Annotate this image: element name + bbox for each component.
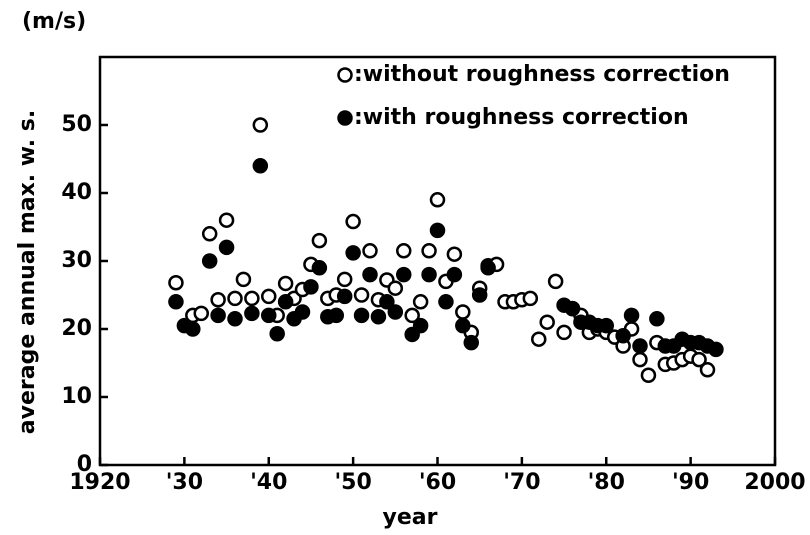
data-point: [168, 294, 184, 310]
x-tick-label: '40: [250, 470, 287, 495]
data-point: [261, 288, 277, 305]
data-point: [699, 362, 716, 378]
y-tick-label: 30: [61, 248, 92, 273]
data-point: [379, 294, 395, 310]
data-point: [244, 290, 260, 307]
legend-label: :with roughness correction: [354, 105, 689, 130]
x-axis-label: year: [383, 505, 438, 530]
data-point: [235, 271, 252, 288]
data-point: [455, 304, 471, 320]
data-point: [227, 311, 243, 327]
data-point: [311, 260, 328, 276]
x-tick-label: '50: [334, 470, 371, 495]
data-point: [531, 331, 547, 347]
x-tick-label: '70: [503, 470, 540, 495]
data-point: [362, 243, 378, 259]
data-point: [252, 117, 269, 133]
data-point: [277, 275, 294, 292]
data-point: [623, 307, 640, 324]
data-point: [547, 273, 564, 290]
data-point: [353, 307, 370, 324]
data-point: [438, 294, 454, 310]
x-tick-label: '30: [166, 470, 203, 495]
data-point: [396, 266, 412, 283]
data-point: [640, 367, 657, 383]
data-point: [691, 351, 707, 368]
data-point: [294, 304, 311, 320]
data-point: [539, 314, 555, 330]
x-tick-label: 2000: [744, 470, 805, 495]
data-point: [429, 222, 446, 239]
data-point: [277, 294, 294, 310]
y-tick-label: 0: [77, 452, 92, 477]
data-point: [218, 239, 235, 256]
legend-label: :without roughness correction: [354, 62, 730, 87]
data-point: [185, 321, 201, 337]
y-tick-label: 50: [61, 112, 92, 137]
data-point: [311, 232, 328, 249]
data-point: [412, 294, 429, 310]
data-point: [412, 317, 429, 334]
data-point: [353, 287, 370, 303]
data-point: [522, 290, 539, 307]
data-point: [708, 341, 724, 358]
data-point: [201, 226, 218, 242]
data-point: [244, 305, 260, 322]
data-point: [336, 288, 353, 305]
data-point: [421, 266, 437, 283]
data-point: [564, 300, 581, 317]
unit-label: (m/s): [22, 9, 86, 34]
data-point: [252, 158, 269, 174]
data-point: [421, 243, 437, 259]
data-point: [556, 324, 572, 341]
data-point: [193, 305, 209, 322]
legend-marker: [337, 67, 353, 83]
data-point: [328, 307, 344, 324]
data-point: [471, 287, 488, 303]
data-point: [387, 280, 404, 296]
data-point: [362, 266, 378, 283]
data-point: [404, 307, 420, 324]
data-point: [210, 307, 226, 324]
data-point: [429, 192, 446, 208]
x-tick-label: 1920: [69, 470, 130, 495]
data-point: [210, 292, 226, 308]
data-point: [632, 338, 648, 354]
data-point: [303, 279, 319, 295]
data-point: [463, 334, 479, 351]
data-point: [446, 246, 463, 262]
data-point: [615, 328, 631, 344]
x-tick-label: '60: [419, 470, 456, 495]
y-tick-label: 20: [61, 316, 92, 341]
y-axis-label: average annual max. w. s.: [15, 110, 40, 434]
data-point: [345, 213, 361, 230]
x-tick-label: '80: [588, 470, 625, 495]
data-point: [396, 243, 412, 259]
data-point: [227, 290, 243, 307]
x-tick-label: '90: [672, 470, 709, 495]
y-tick-label: 40: [61, 180, 92, 205]
data-point: [218, 212, 235, 228]
data-point: [201, 253, 218, 269]
data-point: [261, 307, 277, 324]
legend-marker: [337, 110, 353, 126]
data-point: [387, 304, 404, 320]
data-point: [632, 351, 648, 368]
data-point: [345, 245, 361, 261]
data-point: [649, 311, 665, 327]
data-point: [455, 317, 471, 334]
data-point: [269, 326, 285, 342]
data-point: [480, 260, 496, 276]
data-point: [370, 309, 387, 325]
data-point: [446, 266, 463, 283]
y-tick-label: 10: [61, 384, 92, 409]
data-point: [598, 317, 614, 334]
data-point: [336, 271, 353, 288]
data-point: [168, 275, 184, 291]
